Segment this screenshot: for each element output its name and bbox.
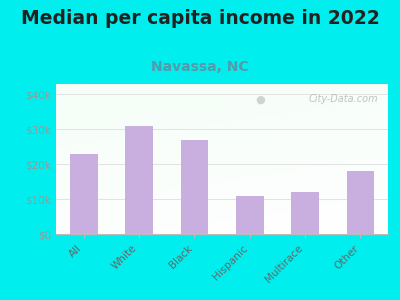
Bar bbox=[70, 154, 98, 234]
Bar bbox=[346, 171, 374, 234]
Bar bbox=[236, 196, 264, 234]
Text: ●: ● bbox=[255, 94, 265, 104]
Text: Median per capita income in 2022: Median per capita income in 2022 bbox=[21, 9, 379, 28]
Text: City-Data.com: City-Data.com bbox=[308, 94, 378, 104]
Bar bbox=[291, 192, 319, 234]
Text: Navassa, NC: Navassa, NC bbox=[151, 60, 249, 74]
Bar bbox=[180, 140, 208, 234]
Bar bbox=[125, 126, 153, 234]
